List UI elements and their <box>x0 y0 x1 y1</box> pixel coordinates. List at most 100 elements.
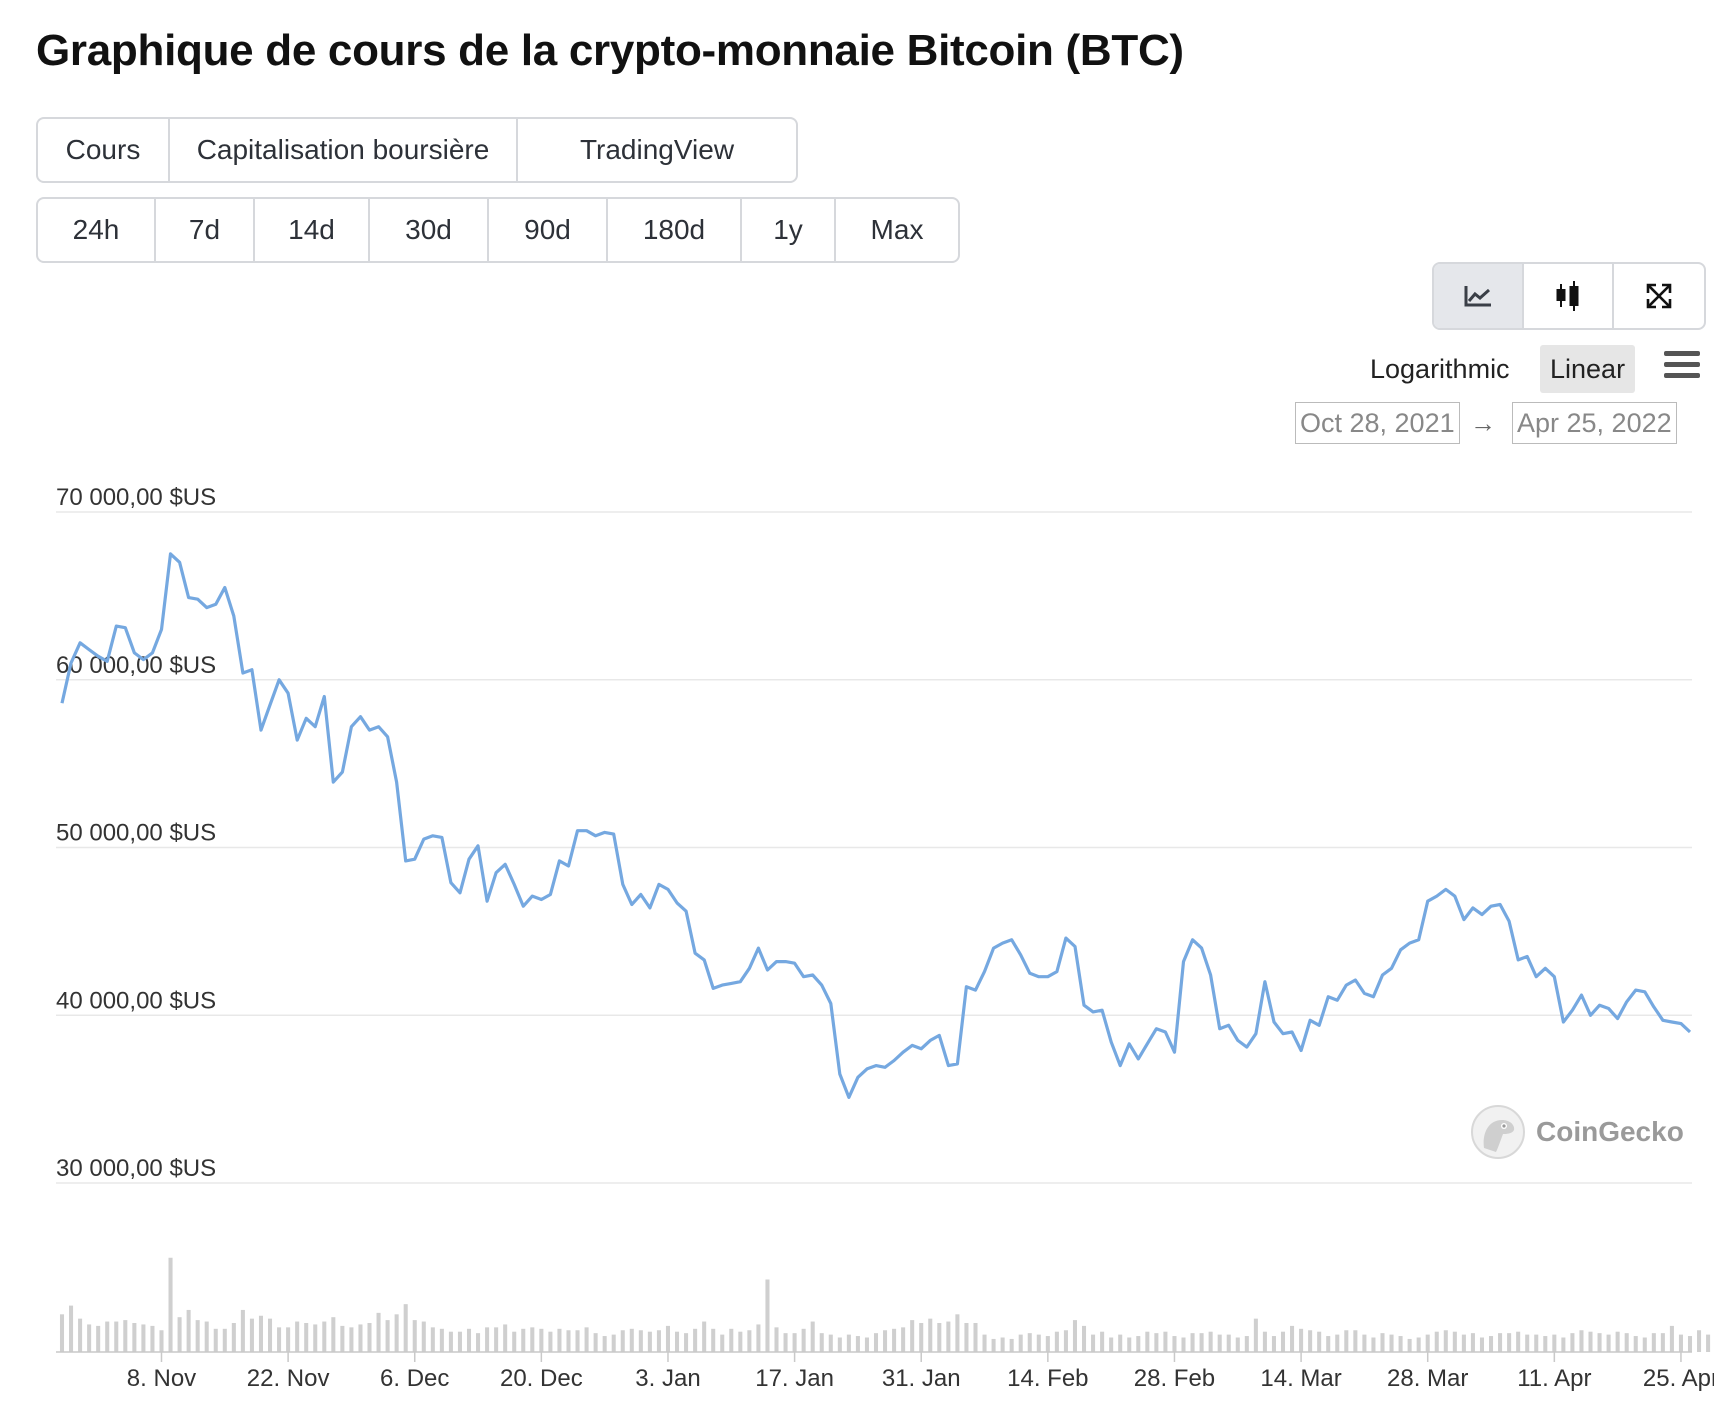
volume-bar <box>702 1321 707 1352</box>
volume-bar <box>1706 1334 1711 1352</box>
fullscreen-button[interactable] <box>1614 264 1704 328</box>
volume-bar <box>1072 1320 1078 1352</box>
volume-bar <box>846 1334 851 1352</box>
range-14d-button[interactable]: 14d <box>255 199 370 261</box>
tab-market-cap[interactable]: Capitalisation boursière <box>170 119 518 181</box>
volume-bar <box>873 1333 879 1352</box>
range-max-button[interactable]: Max <box>870 214 924 245</box>
volume-bar <box>828 1334 833 1352</box>
volume-bar <box>476 1333 481 1352</box>
x-tick-label: 11. Apr <box>1517 1365 1591 1392</box>
volume-bar <box>1443 1330 1448 1352</box>
volume-bar <box>946 1321 951 1352</box>
volume-bar <box>1669 1325 1674 1352</box>
volume-bar <box>1181 1337 1186 1352</box>
volume-bar <box>1299 1328 1304 1352</box>
date-from-input[interactable]: Oct 28, 2021 <box>1295 402 1460 444</box>
linear-scale-button[interactable]: Linear <box>1540 345 1636 393</box>
volume-bar <box>286 1327 291 1352</box>
volume-bar <box>575 1330 580 1352</box>
volume-bar <box>412 1320 417 1352</box>
volume-bar <box>168 1257 173 1352</box>
range-24h-button[interactable]: 24h <box>38 199 156 261</box>
volume-bar <box>674 1331 680 1352</box>
volume-bar <box>1244 1336 1249 1352</box>
volume-bar <box>367 1323 372 1352</box>
range-7d-button[interactable]: 7d <box>156 199 255 261</box>
y-tick-label: 40 000,00 $US <box>56 987 216 1014</box>
volume-bar <box>810 1321 815 1352</box>
range-1y-button[interactable]: 1y <box>742 199 836 261</box>
expand-icon <box>1646 283 1672 309</box>
logarithmic-scale-button[interactable]: Logarithmic <box>1370 354 1510 384</box>
x-tick-label: 14. Mar <box>1260 1365 1341 1392</box>
volume-bar <box>1651 1333 1656 1352</box>
volume-bar <box>1271 1336 1276 1352</box>
tab-tradingview[interactable]: TradingView <box>579 134 735 165</box>
volume-bar <box>195 1320 200 1352</box>
volume-bar <box>937 1323 942 1352</box>
volume-bar <box>105 1321 110 1352</box>
volume-bar <box>684 1333 689 1352</box>
volume-bar <box>1687 1336 1693 1352</box>
volume-bar <box>503 1324 508 1352</box>
volume-bar <box>855 1336 860 1352</box>
volume-bar <box>864 1337 869 1352</box>
arrow-right-icon: → <box>1470 408 1496 438</box>
volume-bar <box>1262 1331 1267 1352</box>
volume-bar <box>457 1331 462 1352</box>
volume-bar <box>1516 1331 1521 1352</box>
volume-bar <box>231 1323 236 1352</box>
x-tick-label: 3. Jan <box>635 1365 700 1392</box>
x-tick-label: 17. Jan <box>755 1365 834 1392</box>
volume-bar <box>711 1328 716 1352</box>
volume-bar <box>96 1325 101 1352</box>
line-chart-button[interactable] <box>1434 264 1524 328</box>
volume-bar <box>1697 1330 1702 1352</box>
volume-bar <box>928 1318 933 1352</box>
volume-bar <box>620 1330 625 1352</box>
volume-bar <box>530 1327 535 1352</box>
volume-bar <box>837 1337 842 1352</box>
volume-bar <box>638 1330 643 1352</box>
volume-bar <box>521 1328 526 1352</box>
volume-bar <box>1226 1334 1231 1352</box>
volume-bar <box>1380 1333 1385 1352</box>
range-30d-button[interactable]: 30d <box>370 199 489 261</box>
volume-bar <box>1353 1330 1358 1352</box>
volume-bar <box>213 1328 218 1352</box>
volume-bar <box>1208 1331 1213 1352</box>
volume-bar <box>901 1327 906 1352</box>
volume-bar <box>693 1328 698 1352</box>
volume-bar <box>991 1338 996 1352</box>
range-180d-button[interactable]: 180d <box>608 199 742 261</box>
volume-bar <box>1389 1334 1394 1352</box>
volume-bar <box>1000 1337 1005 1352</box>
volume-bar <box>69 1305 74 1352</box>
date-to-input[interactable]: Apr 25, 2022 <box>1512 402 1677 444</box>
tab-cours[interactable]: Cours <box>38 119 170 181</box>
volume-bar <box>593 1333 598 1352</box>
volume-bar <box>656 1330 661 1352</box>
range-90d-button[interactable]: 90d <box>489 199 608 261</box>
x-tick-label: 6. Dec <box>380 1365 449 1392</box>
volume-bar <box>222 1328 227 1352</box>
volume-bar <box>1470 1333 1475 1352</box>
volume-bar <box>1344 1330 1349 1352</box>
volume-bar <box>1606 1334 1611 1352</box>
volume-bar <box>1615 1331 1620 1352</box>
hamburger-menu-icon[interactable] <box>1664 351 1700 383</box>
volume-bar <box>494 1327 499 1352</box>
volume-bar <box>1452 1331 1457 1352</box>
volume-bar <box>313 1324 318 1352</box>
volume-bar <box>1036 1334 1041 1352</box>
volume-bar <box>1199 1333 1204 1352</box>
volume-bar <box>277 1327 282 1352</box>
volume-bar <box>1525 1334 1530 1352</box>
price-chart[interactable]: 70 000,00 $US 60 000,00 $US 50 000,00 $US 4… <box>0 480 1714 1410</box>
volume-bar <box>566 1330 571 1352</box>
volume-bar <box>1163 1331 1168 1352</box>
volume-bar <box>304 1323 309 1352</box>
candlestick-button[interactable] <box>1524 264 1614 328</box>
volume-bar <box>385 1320 390 1352</box>
